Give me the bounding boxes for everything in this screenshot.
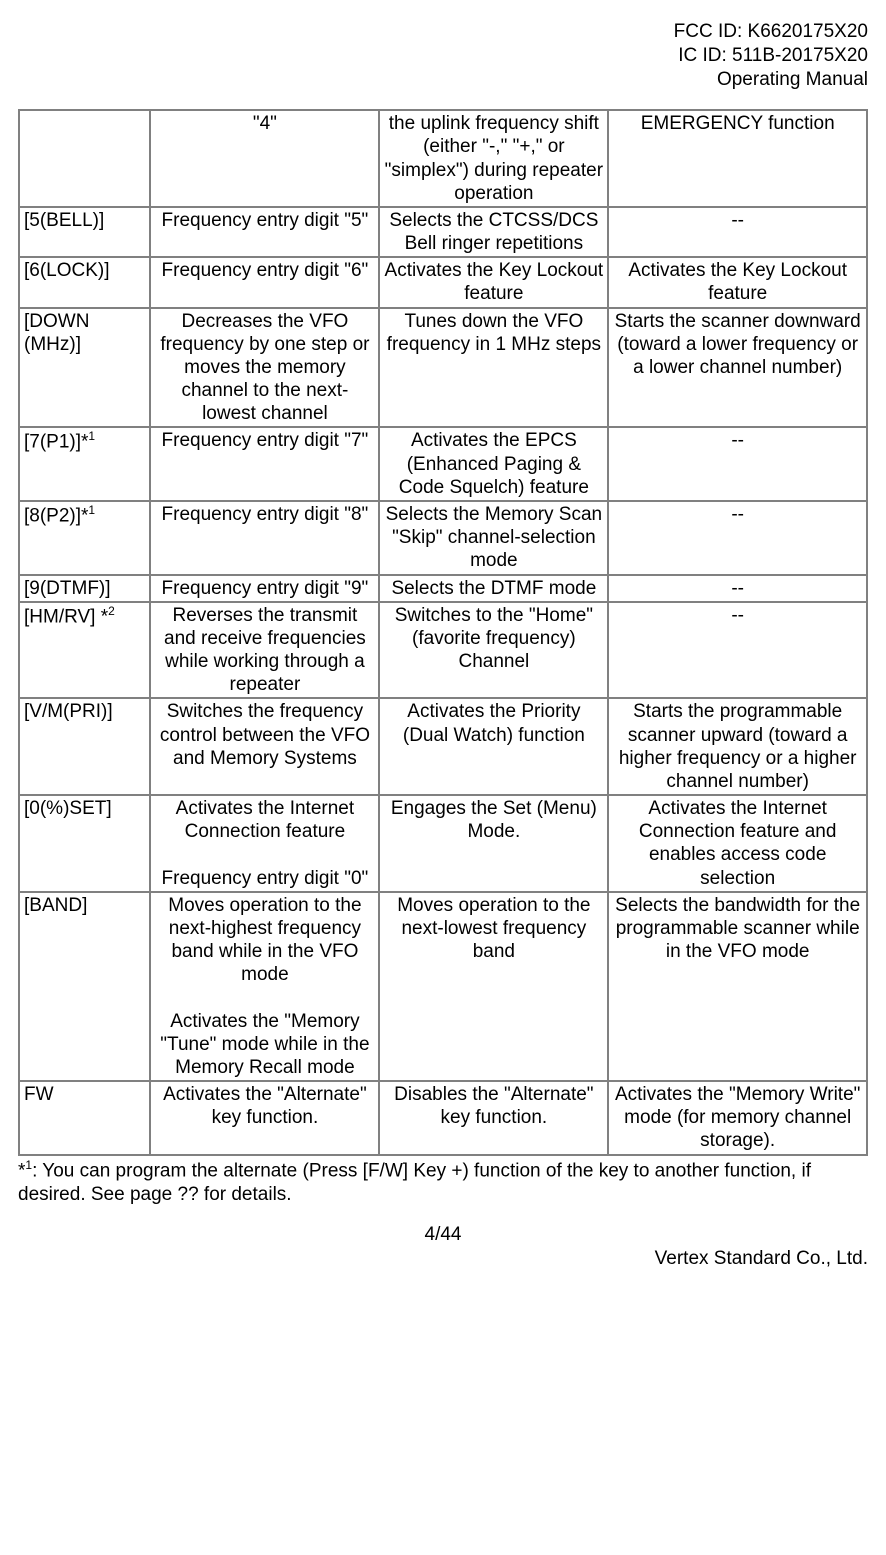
desc-cell-3: Starts the scanner downward (toward a lo… [608,308,867,428]
desc-cell-1: Frequency entry digit "9" [150,575,379,602]
desc-cell-3: EMERGENCY function [608,110,867,207]
desc-cell-2: Disables the "Alternate" key function. [379,1081,608,1155]
table-row: [6(LOCK)]Frequency entry digit "6"Activa… [19,257,867,307]
key-cell: [9(DTMF)] [19,575,150,602]
key-cell: [BAND] [19,892,150,1081]
key-cell: [5(BELL)] [19,207,150,257]
desc-cell-2: Activates the Key Lockout feature [379,257,608,307]
table-row: [0(%)SET]Activates the Internet Connecti… [19,795,867,892]
desc-cell-2: Selects the CTCSS/DCS Bell ringer repeti… [379,207,608,257]
ic-id-line: IC ID: 511B-20175X20 [18,44,868,68]
key-cell: [8(P2)]*1 [19,501,150,575]
table-row: [HM/RV] *2Reverses the transmit and rece… [19,602,867,699]
page: FCC ID: K6620175X20 IC ID: 511B-20175X20… [0,0,886,1290]
desc-cell-3: Activates the "Memory Write" mode (for m… [608,1081,867,1155]
doc-title-line: Operating Manual [18,68,868,92]
fcc-id-line: FCC ID: K6620175X20 [18,20,868,44]
document-header: FCC ID: K6620175X20 IC ID: 511B-20175X20… [18,20,868,91]
table-row: FWActivates the "Alternate" key function… [19,1081,867,1155]
desc-cell-3: -- [608,207,867,257]
desc-cell-2: Tunes down the VFO frequency in 1 MHz st… [379,308,608,428]
desc-cell-3: Selects the bandwidth for the programmab… [608,892,867,1081]
key-cell: [V/M(PRI)] [19,698,150,795]
desc-cell-1: Moves operation to the next-highest freq… [150,892,379,1081]
table-row: [8(P2)]*1Frequency entry digit "8"Select… [19,501,867,575]
desc-cell-3: -- [608,602,867,699]
key-cell: [6(LOCK)] [19,257,150,307]
desc-cell-2: Activates the EPCS (Enhanced Paging & Co… [379,427,608,501]
table-row: [9(DTMF)]Frequency entry digit "9"Select… [19,575,867,602]
desc-cell-1: Frequency entry digit "6" [150,257,379,307]
desc-cell-1: "4" [150,110,379,207]
desc-cell-3: Activates the Internet Connection featur… [608,795,867,892]
desc-cell-1: Decreases the VFO frequency by one step … [150,308,379,428]
page-number: 4/44 [18,1224,868,1246]
desc-cell-2: Selects the DTMF mode [379,575,608,602]
desc-cell-1: Activates the Internet Connection featur… [150,795,379,892]
desc-cell-2: Selects the Memory Scan "Skip" channel-s… [379,501,608,575]
desc-cell-2: Activates the Priority (Dual Watch) func… [379,698,608,795]
key-cell: [DOWN (MHz)] [19,308,150,428]
key-cell: [7(P1)]*1 [19,427,150,501]
desc-cell-3: Starts the programmable scanner upward (… [608,698,867,795]
desc-cell-2: Switches to the "Home" (favorite frequen… [379,602,608,699]
key-function-table: "4"the uplink frequency shift (either "-… [18,109,868,1155]
table-row: [BAND]Moves operation to the next-highes… [19,892,867,1081]
desc-cell-1: Switches the frequency control between t… [150,698,379,795]
desc-cell-3: Activates the Key Lockout feature [608,257,867,307]
desc-cell-2: the uplink frequency shift (either "-," … [379,110,608,207]
table-row: [5(BELL)]Frequency entry digit "5"Select… [19,207,867,257]
desc-cell-2: Engages the Set (Menu) Mode. [379,795,608,892]
key-cell: [HM/RV] *2 [19,602,150,699]
desc-cell-1: Frequency entry digit "8" [150,501,379,575]
desc-cell-1: Frequency entry digit "5" [150,207,379,257]
key-cell: FW [19,1081,150,1155]
desc-cell-1: Activates the "Alternate" key function. [150,1081,379,1155]
desc-cell-1: Frequency entry digit "7" [150,427,379,501]
company-footer: Vertex Standard Co., Ltd. [18,1248,868,1270]
table-row: [V/M(PRI)]Switches the frequency control… [19,698,867,795]
table-row: [7(P1)]*1Frequency entry digit "7"Activa… [19,427,867,501]
desc-cell-1: Reverses the transmit and receive freque… [150,602,379,699]
desc-cell-3: -- [608,501,867,575]
footnote-1: *1: You can program the alternate (Press… [18,1158,868,1207]
desc-cell-3: -- [608,427,867,501]
desc-cell-2: Moves operation to the next-lowest frequ… [379,892,608,1081]
key-cell: [0(%)SET] [19,795,150,892]
table-row: "4"the uplink frequency shift (either "-… [19,110,867,207]
key-cell [19,110,150,207]
table-row: [DOWN (MHz)]Decreases the VFO frequency … [19,308,867,428]
desc-cell-3: -- [608,575,867,602]
